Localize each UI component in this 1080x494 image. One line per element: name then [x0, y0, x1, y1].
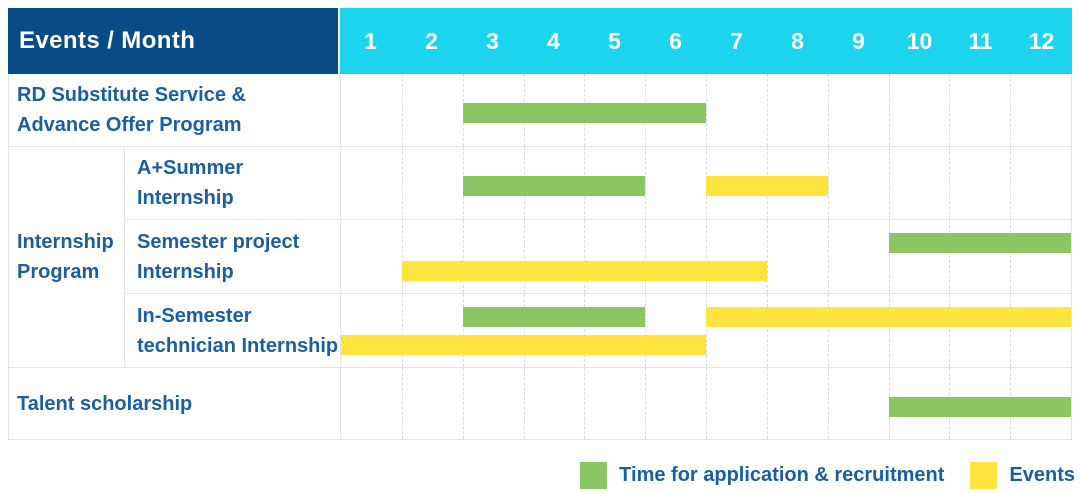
month-gridline [462, 220, 464, 293]
month-gridline [1010, 147, 1012, 219]
month-gridline [1010, 74, 1012, 146]
month-gridline [401, 294, 403, 367]
legend-label-application: Time for application & recruitment [619, 463, 945, 486]
header-corner-cell: Events / Month [8, 8, 338, 74]
month-gridline [766, 294, 768, 367]
row-group-children-internship-program: A+Summer Internship Semester project Inte… [125, 147, 1071, 367]
legend-item-events: Events [970, 461, 1075, 489]
month-header-cell-2: 2 [425, 27, 438, 54]
month-header-cell-12: 12 [1028, 27, 1055, 54]
table-row-semester-project-internship: Semester project Internship [125, 219, 1071, 293]
month-gridline [949, 147, 951, 219]
legend-item-application: Time for application & recruitment [580, 461, 945, 489]
month-header-strip: 1 2 3 4 5 6 7 8 9 10 11 12 [340, 8, 1072, 74]
month-header-cell-4: 4 [547, 27, 560, 54]
month-gridline [584, 294, 586, 367]
table-header-row: Events / Month 1 2 3 4 5 6 7 8 9 10 11 12 [8, 8, 1072, 74]
month-grid-rd-substitute [341, 74, 1071, 146]
month-header-cell-1: 1 [364, 27, 377, 54]
gantt-bar-application-rd-substitute [462, 103, 706, 123]
month-gridline [401, 368, 403, 439]
month-gridline [949, 294, 951, 367]
legend-swatch-green [580, 461, 608, 489]
month-gridline [523, 368, 525, 439]
month-gridline [645, 368, 647, 439]
month-gridline [584, 220, 586, 293]
month-gridline [888, 147, 890, 219]
table-row-rd-substitute: RD Substitute Service & Advance Offer Pr… [9, 74, 1071, 146]
row-label-talent-scholarship: Talent scholarship [9, 368, 341, 439]
month-gridline [401, 220, 403, 293]
row-label-semester-project-internship: Semester project Internship [125, 220, 341, 293]
gantt-bar-application-talent-scholarship [888, 397, 1071, 417]
gantt-bar-events-a-plus-summer-internship [706, 176, 828, 196]
month-header-cell-3: 3 [486, 27, 499, 54]
month-grid-in-semester-technician-internship [341, 294, 1071, 367]
gantt-bar-application-a-plus-summer-internship [462, 176, 646, 196]
month-grid-a-plus-summer-internship [341, 147, 1071, 219]
row-group-label-internship-program: Internship Program [9, 147, 125, 367]
gantt-bar-application-semester-project-internship [888, 233, 1071, 253]
month-gridline [645, 220, 647, 293]
month-gridline [645, 147, 647, 219]
row-label-rd-substitute: RD Substitute Service & Advance Offer Pr… [9, 74, 341, 146]
month-gridline [401, 74, 403, 146]
month-gridline [645, 294, 647, 367]
month-gridline [827, 147, 829, 219]
legend-label-events: Events [1009, 463, 1075, 486]
gantt-bar-events-in-semester-technician-internship [706, 307, 1071, 327]
month-header-cell-7: 7 [730, 27, 743, 54]
month-gridline [523, 220, 525, 293]
table-row-group-internship-program: Internship Program A+Summer Internship Sem… [9, 146, 1071, 367]
month-gridline [949, 74, 951, 146]
month-header-cell-6: 6 [669, 27, 682, 54]
month-header-cell-11: 11 [968, 27, 993, 54]
header-corner-label: Events / Month [19, 27, 196, 54]
month-gridline [827, 368, 829, 439]
table-row-a-plus-summer-internship: A+Summer Internship [125, 147, 1071, 219]
month-gridline [766, 74, 768, 146]
table-row-in-semester-technician-internship: In-Semester technician Internship [125, 293, 1071, 367]
month-gridline [888, 74, 890, 146]
month-gridline [766, 220, 768, 293]
month-gridline [766, 368, 768, 439]
month-gridline [523, 294, 525, 367]
table-row-talent-scholarship: Talent scholarship [9, 367, 1071, 439]
month-gridline [1010, 220, 1012, 293]
row-label-in-semester-technician-internship: In-Semester technician Internship [125, 294, 341, 367]
month-header-cell-5: 5 [608, 27, 621, 54]
month-gridline [827, 220, 829, 293]
month-gridline [706, 74, 707, 146]
month-gridline [888, 220, 890, 293]
month-grid-talent-scholarship [341, 368, 1071, 439]
month-gridline [462, 294, 464, 367]
month-gridline [827, 294, 829, 367]
month-gridline [462, 368, 464, 439]
month-grid-semester-project-internship [341, 220, 1071, 293]
month-gridline [706, 368, 707, 439]
month-header-cell-9: 9 [852, 27, 865, 54]
month-gridline [949, 220, 951, 293]
month-header-cell-8: 8 [791, 27, 804, 54]
month-gridline [1010, 294, 1012, 367]
legend: Time for application & recruitment Event… [580, 459, 1075, 491]
gantt-table: Events / Month 1 2 3 4 5 6 7 8 9 10 11 12 RD Substi… [8, 8, 1072, 440]
row-label-a-plus-summer-internship: A+Summer Internship [125, 147, 341, 219]
month-gridline [584, 368, 586, 439]
month-gridline [401, 147, 403, 219]
month-gridline [888, 294, 890, 367]
legend-swatch-yellow [970, 461, 998, 489]
month-gridline [706, 294, 707, 367]
gantt-bar-events-semester-project-internship [401, 261, 767, 281]
month-header-cell-10: 10 [906, 27, 933, 54]
gantt-bar-application-in-semester-technician-internship [462, 307, 646, 327]
month-gridline [827, 74, 829, 146]
gantt-bar-events-in-semester-technician-internship [341, 335, 706, 355]
table-body: RD Substitute Service & Advance Offer Pr… [8, 74, 1072, 440]
month-gridline [706, 220, 707, 293]
